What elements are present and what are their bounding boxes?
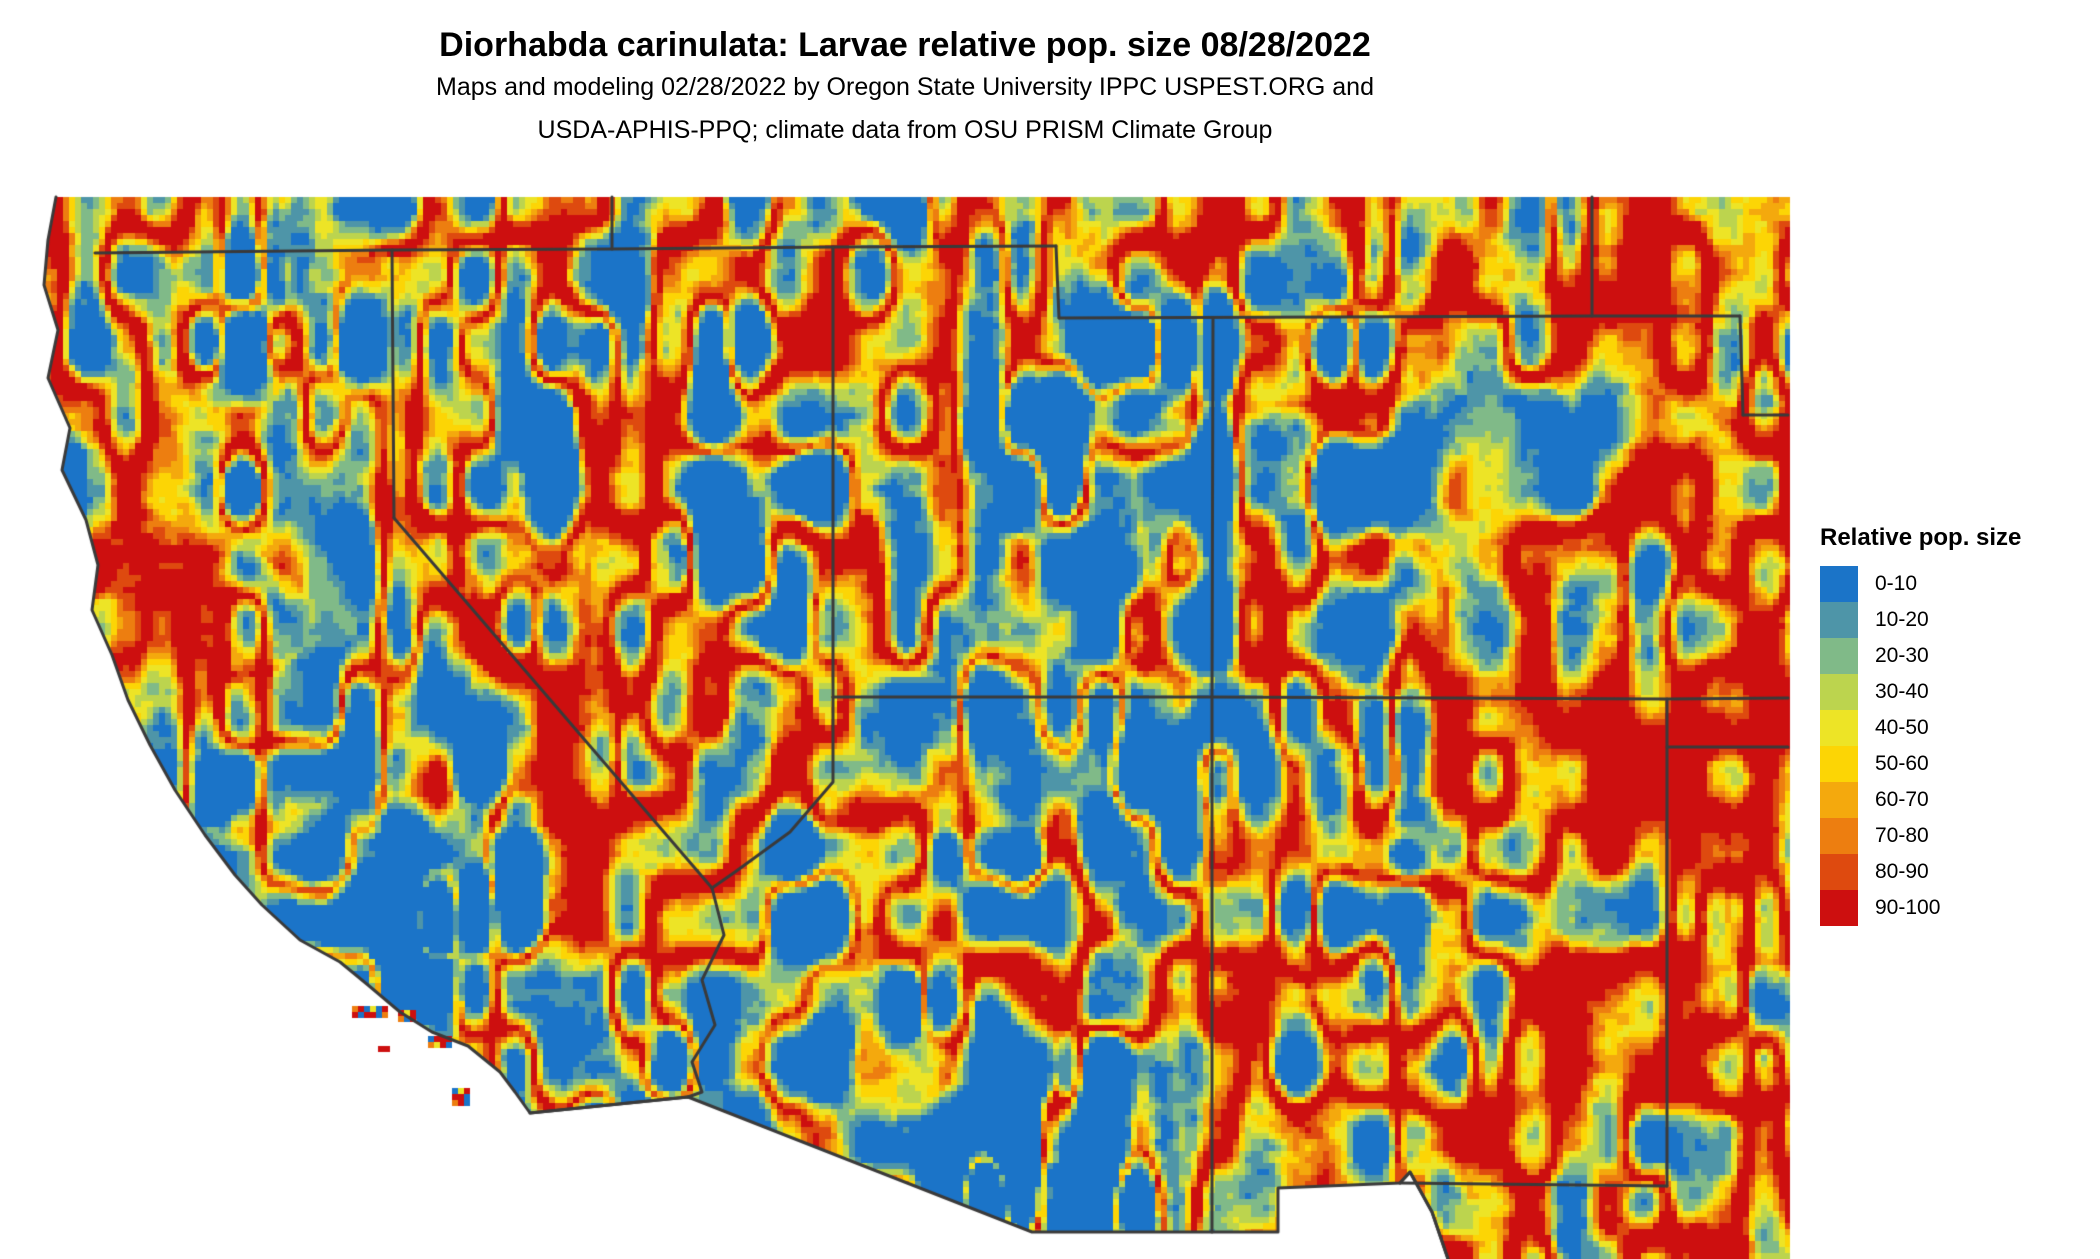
legend-item: 90-100 <box>1820 890 2090 926</box>
legend-item: 10-20 <box>1820 602 2090 638</box>
legend-items: 0-10 10-20 20-30 30-40 40-50 50-60 60-70 70-80 8… <box>1820 566 2090 926</box>
legend-label: 20-30 <box>1875 644 1929 667</box>
legend-swatch <box>1820 566 1858 602</box>
legend-label: 50-60 <box>1875 752 1929 775</box>
map-subtitle-line2: USDA-APHIS-PPQ; climate data from OSU PR… <box>537 116 1273 144</box>
legend-swatch <box>1820 638 1858 674</box>
legend-label: 80-90 <box>1875 860 1929 883</box>
legend-title: Relative pop. size <box>1820 524 2022 551</box>
legend-swatch <box>1820 890 1858 926</box>
legend-item: 0-10 <box>1820 566 2090 602</box>
legend-label: 40-50 <box>1875 716 1929 739</box>
legend: Relative pop. size 0-10 10-20 20-30 30-40 40… <box>1820 524 2090 926</box>
map-title: Diorhabda carinulata: Larvae relative po… <box>439 26 1371 64</box>
header: Diorhabda carinulata: Larvae relative po… <box>0 0 1810 152</box>
legend-swatch <box>1820 818 1858 854</box>
legend-item: 50-60 <box>1820 746 2090 782</box>
legend-item: 60-70 <box>1820 782 2090 818</box>
legend-label: 0-10 <box>1875 572 1918 595</box>
legend-item: 20-30 <box>1820 638 2090 674</box>
legend-item: 30-40 <box>1820 674 2090 710</box>
legend-item: 70-80 <box>1820 818 2090 854</box>
map-subtitle-line1: Maps and modeling 02/28/2022 by Oregon S… <box>436 73 1374 101</box>
legend-label: 10-20 <box>1875 608 1929 631</box>
legend-swatch <box>1820 854 1858 890</box>
legend-swatch <box>1820 746 1858 782</box>
legend-swatch <box>1820 674 1858 710</box>
legend-label: 90-100 <box>1875 896 1941 919</box>
legend-swatch <box>1820 710 1858 746</box>
legend-swatch <box>1820 602 1858 638</box>
legend-label: 70-80 <box>1875 824 1929 847</box>
legend-swatch <box>1820 782 1858 818</box>
legend-label: 60-70 <box>1875 788 1929 811</box>
legend-item: 40-50 <box>1820 710 2090 746</box>
legend-item: 80-90 <box>1820 854 2090 890</box>
legend-label: 30-40 <box>1875 680 1929 703</box>
